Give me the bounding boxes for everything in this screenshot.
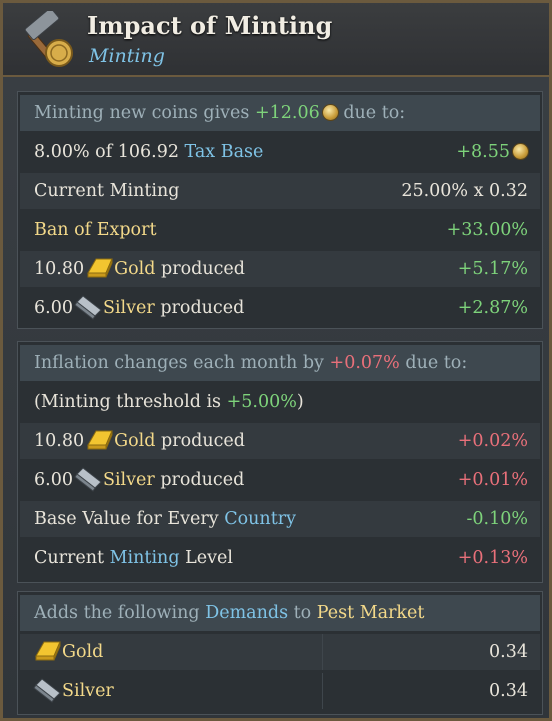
threshold-suffix: ) [296,392,304,412]
silver-ingot-icon [33,678,61,703]
tax-base-row: 8.00% of 106.92 Tax Base +8.55 [20,134,540,170]
demands-link[interactable]: Demands [205,603,289,623]
silver-produced-suffix: produced [160,298,245,318]
tooltip-header: Impact of Minting Minting [3,3,549,77]
silver-label[interactable]: Silver [102,298,155,318]
minting-heading-text: Minting new coins gives [34,103,250,123]
minting-level-value: +0.13% [457,548,528,568]
silver-inflation-value: +0.01% [457,470,528,490]
inflation-panel: Inflation changes each month by +0.07% d… [17,341,543,583]
minting-level-prefix: Current [34,548,105,568]
demands-heading-mid: to [293,603,312,623]
gold-inflation-row: 10.80 Gold produced +0.02% [20,423,540,459]
inflation-heading: Inflation changes each month by +0.07% d… [20,345,540,381]
gold-inflation-value: +0.02% [457,431,528,451]
pest-market-link[interactable]: Pest Market [316,603,425,623]
tooltip-title: Impact of Minting [87,11,333,40]
minting-heading: Minting new coins gives +12.06 due to: [20,95,540,131]
tooltip-subtitle: Minting [89,45,165,67]
minting-panel: Minting new coins gives +12.06 due to: 8… [17,91,543,329]
silver-amount: 6.00 [34,470,73,490]
threshold-value: +5.00% [226,392,297,412]
gold-produced-suffix: produced [161,431,245,451]
minting-hammer-coin-icon [24,11,73,67]
current-minting-label: Current Minting [34,181,180,201]
gold-demand-row: Gold 0.34 [20,634,540,670]
gold-ingot-icon [87,430,113,450]
silver-produced-suffix: produced [160,470,245,490]
current-minting-row: Current Minting 25.00% x 0.32 [20,173,540,209]
minting-link[interactable]: Minting [109,548,180,568]
minting-heading-value: +12.06 [254,103,320,123]
silver-produced-row: 6.00 Silver produced +2.87% [20,290,540,326]
gold-amount: 10.80 [34,431,85,451]
silver-label[interactable]: Silver [102,470,155,490]
silver-amount: 6.00 [34,298,73,318]
column-divider [322,634,323,670]
column-divider [322,673,323,709]
demands-panel: Adds the following Demands to Pest Marke… [17,591,543,715]
silver-demand-row: Silver 0.34 [20,673,540,709]
current-minting-level-row: Current Minting Level +0.13% [20,540,540,576]
inflation-heading-suffix: due to: [405,353,468,373]
demands-heading-prefix: Adds the following [34,603,200,623]
silver-produced-value: +2.87% [457,298,528,318]
coin-icon [513,144,528,159]
gold-label[interactable]: Gold [114,431,156,451]
gold-produced-suffix: produced [161,259,245,279]
gold-produced-row: 10.80 Gold produced +5.17% [20,251,540,287]
ban-of-export-value: +33.00% [446,220,528,240]
gold-produced-value: +5.17% [457,259,528,279]
current-minting-value: 25.00% x 0.32 [401,181,528,201]
tax-base-value: +8.55 [456,142,510,162]
silver-ingot-icon [74,467,102,492]
tax-base-link[interactable]: Tax Base [184,142,264,162]
gold-amount: 10.80 [34,259,85,279]
base-value-row: Base Value for Every Country -0.10% [20,501,540,537]
gold-label[interactable]: Gold [114,259,156,279]
silver-inflation-row: 6.00 Silver produced +0.01% [20,462,540,498]
threshold-prefix: (Minting threshold is [34,392,222,412]
ban-of-export-label: Ban of Export [34,220,157,240]
coin-icon [322,105,338,120]
gold-demand-label[interactable]: Gold [62,642,104,662]
inflation-heading-value: +0.07% [329,353,400,373]
gold-ingot-icon [87,258,113,278]
minting-threshold-row: (Minting threshold is +5.00%) [20,384,540,420]
minting-level-suffix: Level [185,548,233,568]
silver-demand-value: 0.34 [489,681,528,701]
tax-base-prefix: 8.00% of 106.92 [34,142,179,162]
minting-heading-suffix: due to: [343,103,406,123]
inflation-heading-text: Inflation changes each month by [34,353,324,373]
gold-ingot-icon [35,641,61,661]
ban-of-export-row: Ban of Export +33.00% [20,212,540,248]
gold-demand-value: 0.34 [489,642,528,662]
country-link[interactable]: Country [224,509,296,529]
base-value-prefix: Base Value for Every [34,509,219,529]
silver-ingot-icon [74,295,102,320]
silver-demand-label[interactable]: Silver [62,681,114,701]
demands-heading: Adds the following Demands to Pest Marke… [20,595,540,631]
base-value-value: -0.10% [466,509,528,529]
